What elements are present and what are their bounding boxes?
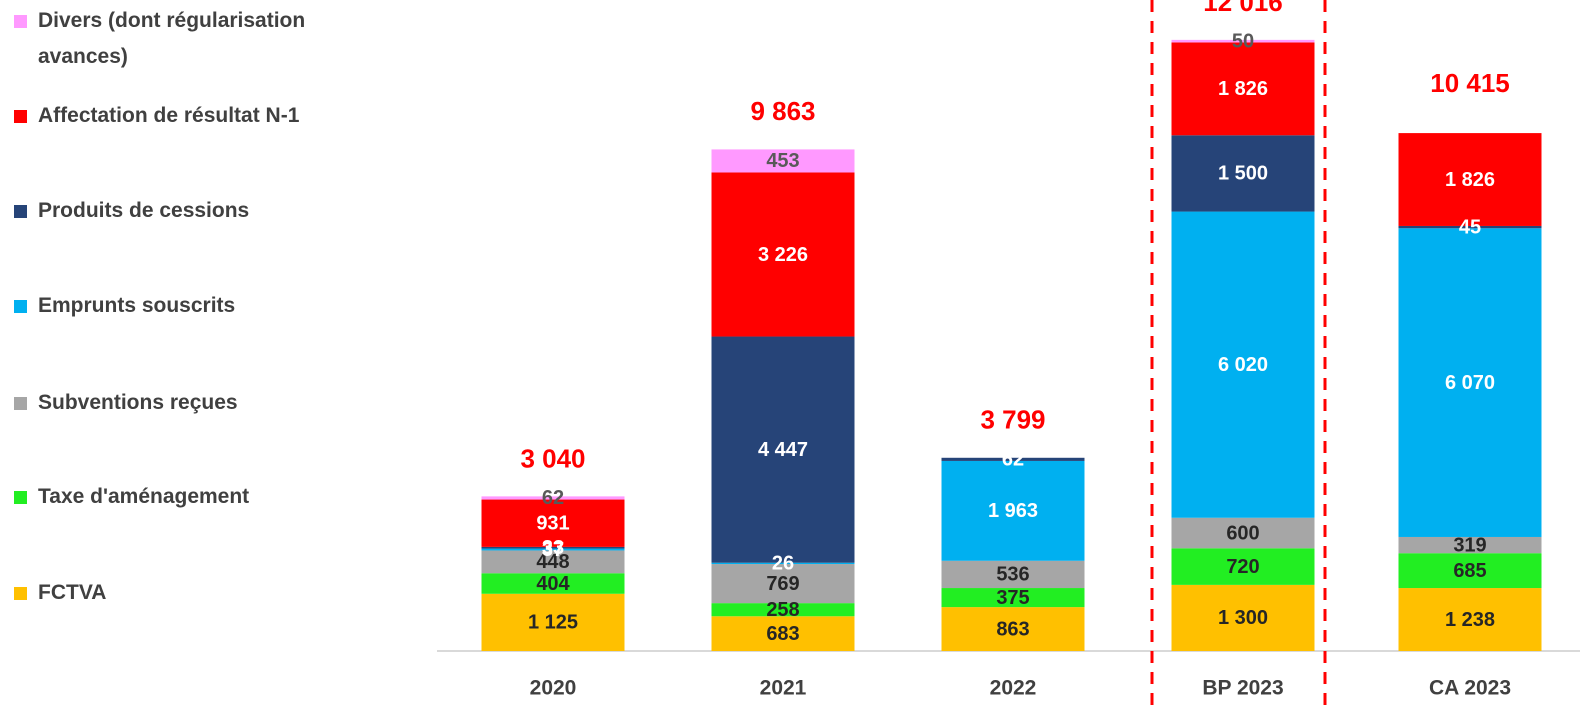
- bar-segment: [481, 499, 625, 547]
- bar-segment: [941, 560, 1085, 589]
- bar-segment: [941, 588, 1085, 608]
- bar-segment: [1398, 536, 1542, 554]
- bar-segment: [711, 564, 855, 604]
- data-label: 319: [1453, 534, 1486, 556]
- data-label: 26: [772, 553, 794, 575]
- bar-segment: [1171, 39, 1315, 43]
- data-label: 1 500: [1218, 163, 1268, 185]
- data-label: 1 826: [1445, 169, 1495, 191]
- legend-item: Taxe d'aménagement: [14, 479, 374, 515]
- data-label: 536: [996, 564, 1029, 586]
- bar-segment: [941, 457, 1085, 461]
- bar-segment: [481, 496, 625, 500]
- bar-segment: [1171, 211, 1315, 518]
- bar-segment: [1398, 225, 1542, 229]
- data-label: 1 300: [1218, 607, 1268, 629]
- bar-segment: [711, 172, 855, 337]
- legend-swatch: [14, 491, 27, 504]
- bar-segment: [711, 149, 855, 173]
- bar-segment: [1398, 588, 1542, 651]
- legend-swatch: [14, 15, 27, 28]
- x-tick-label: 2020: [530, 677, 577, 700]
- bar-segment: [711, 336, 855, 563]
- data-label: 375: [996, 587, 1029, 609]
- bar-segment: [1171, 548, 1315, 585]
- bar-segment: [1171, 42, 1315, 136]
- bar-segment: [481, 573, 625, 594]
- bar-segment: [1398, 133, 1542, 226]
- legend-label: Subventions reçues: [38, 391, 238, 414]
- data-label: 1 125: [528, 612, 578, 634]
- total-label: 3 799: [980, 405, 1045, 435]
- data-label: 33: [542, 537, 564, 559]
- x-tick-label: 2022: [990, 677, 1037, 700]
- legend-swatch: [14, 205, 27, 218]
- bar-segment: [481, 548, 625, 551]
- data-label: 4 447: [758, 439, 808, 461]
- legend-label: Divers (dont régularisation avances): [38, 9, 306, 68]
- total-label: 12 016: [1203, 0, 1283, 17]
- bar-segment: [481, 593, 625, 651]
- legend-item: Produits de cessions: [14, 193, 374, 229]
- legend-label: FCTVA: [38, 581, 107, 604]
- x-tick-label: BP 2023: [1202, 677, 1283, 700]
- data-label: 863: [996, 618, 1029, 640]
- total-label: 3 040: [520, 443, 585, 473]
- legend-label: Affectation de résultat N-1: [38, 104, 300, 127]
- data-label: 1 238: [1445, 609, 1495, 631]
- data-label: 453: [766, 150, 799, 172]
- legend-label: Produits de cessions: [38, 199, 250, 222]
- legend-item: Divers (dont régularisation avances): [14, 3, 374, 75]
- bar-segment: [481, 550, 625, 574]
- data-label: 6 070: [1445, 372, 1495, 394]
- bar-segment: [1171, 517, 1315, 549]
- legend-swatch: [14, 110, 27, 123]
- legend-label: Taxe d'aménagement: [38, 485, 250, 508]
- bar-segment: [1398, 228, 1542, 537]
- legend-label: Emprunts souscrits: [38, 294, 236, 317]
- bar-segment: [481, 546, 625, 549]
- data-label: 1 963: [988, 500, 1038, 522]
- data-label: 1 826: [1218, 78, 1268, 100]
- bar-segment: [1398, 553, 1542, 589]
- legend-swatch: [14, 587, 27, 600]
- total-label: 10 415: [1430, 68, 1510, 98]
- bar-segment: [1171, 135, 1315, 212]
- data-label: 37: [542, 539, 564, 561]
- data-label: 404: [536, 573, 570, 595]
- bar-segment: [711, 616, 855, 651]
- data-label: 685: [1453, 560, 1486, 582]
- bar-segment: [1171, 584, 1315, 651]
- data-label: 600: [1226, 522, 1259, 544]
- data-label: 62: [1002, 449, 1024, 471]
- legend-item: Subventions reçues: [14, 385, 374, 421]
- legend-item: Emprunts souscrits: [14, 288, 374, 324]
- data-label: 720: [1226, 556, 1259, 578]
- legend-item: FCTVA: [14, 575, 374, 611]
- legend-item: Affectation de résultat N-1: [14, 98, 374, 134]
- total-label: 9 863: [750, 96, 815, 126]
- data-label: 45: [1459, 216, 1481, 238]
- data-label: 258: [766, 599, 799, 621]
- data-label: 931: [536, 512, 569, 534]
- bar-segment: [711, 562, 855, 565]
- data-label: 769: [766, 573, 799, 595]
- data-label: 6 020: [1218, 354, 1268, 376]
- data-label: 683: [766, 623, 799, 645]
- data-label: 62: [542, 487, 564, 509]
- bar-segment: [941, 607, 1085, 651]
- legend-swatch: [14, 300, 27, 313]
- x-tick-label: CA 2023: [1429, 677, 1511, 700]
- data-label: 50: [1232, 30, 1254, 52]
- legend-swatch: [14, 397, 27, 410]
- data-label: 3 226: [758, 244, 808, 266]
- data-label: 448: [536, 551, 569, 573]
- x-tick-label: 2021: [760, 677, 807, 700]
- bar-segment: [941, 460, 1085, 561]
- bar-segment: [711, 603, 855, 617]
